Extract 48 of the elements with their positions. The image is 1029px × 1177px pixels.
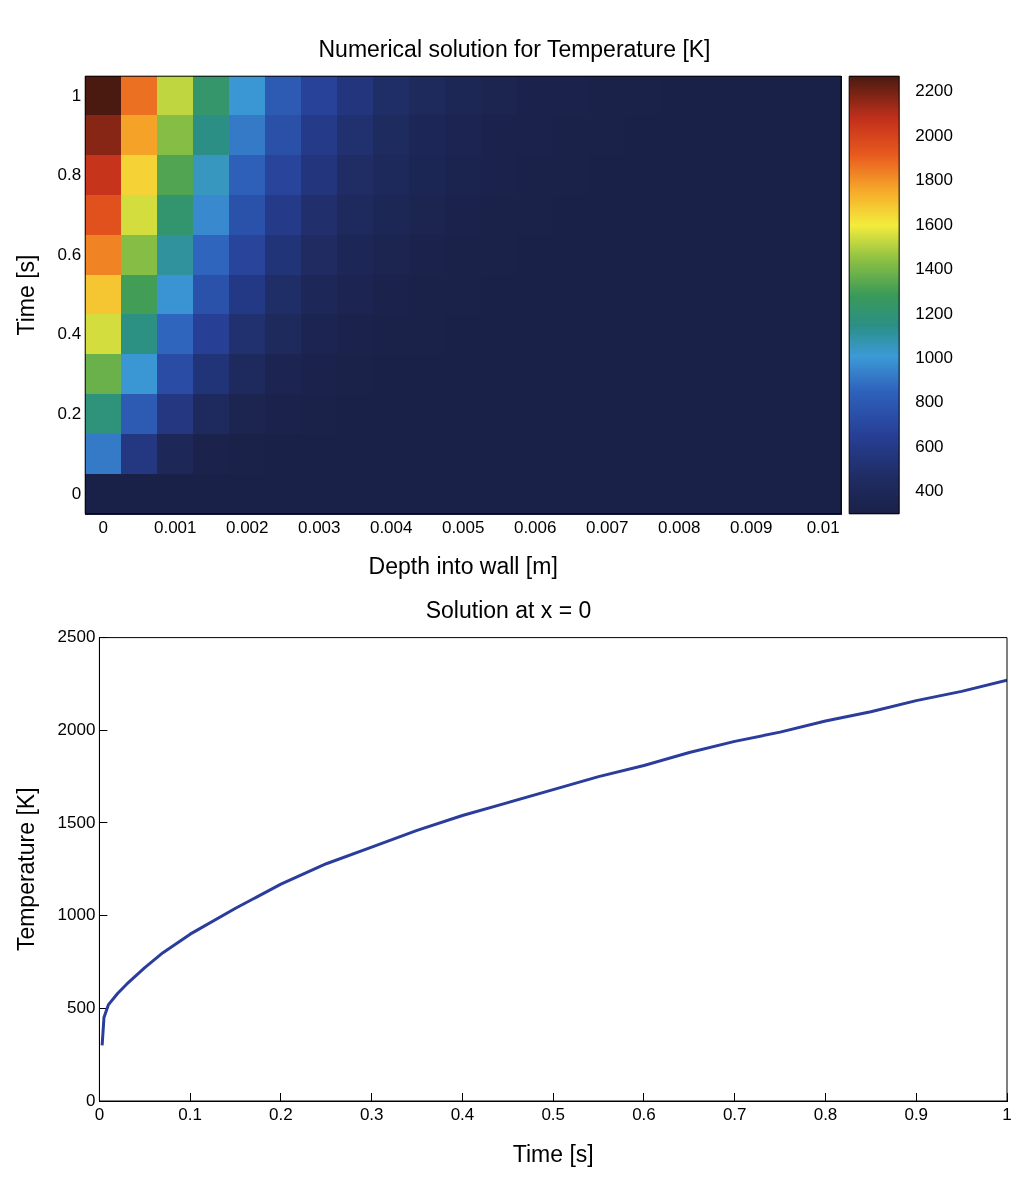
x-tick-label: 0.009 — [729, 517, 773, 537]
x-tick-label: 0.003 — [297, 517, 341, 537]
x-axis-title: Depth into wall [m] — [368, 553, 558, 580]
x-tick-label: 0.006 — [513, 517, 557, 537]
color-bar-label: 1800 — [915, 170, 954, 190]
x-tick-label: 0.007 — [585, 517, 629, 537]
x-tick-label: 0.008 — [657, 517, 701, 537]
y-tick-label: 2000 — [57, 719, 96, 739]
y-tick-label: 0 — [85, 1090, 96, 1110]
x-tick-label: 0.001 — [153, 517, 197, 537]
y-axis-title: Time [s] — [13, 254, 40, 336]
color-bar-label: 800 — [915, 392, 944, 412]
x-tick-label: 0.8 — [813, 1104, 838, 1124]
color-bar-label: 600 — [915, 436, 944, 456]
color-bar-label: 2000 — [915, 125, 954, 145]
y-tick-label: 500 — [67, 998, 96, 1018]
x-axis-title: Time [s] — [512, 1140, 594, 1167]
color-bar-label: 1400 — [915, 259, 954, 279]
x-tick-label: 0.005 — [441, 517, 485, 537]
y-tick-label: 2500 — [57, 627, 96, 647]
x-tick-label: 0.6 — [632, 1104, 656, 1124]
color-bar-label: 1000 — [915, 348, 954, 367]
y-tick-label: 0.4 — [57, 324, 82, 344]
x-tick-label: 0.002 — [225, 517, 269, 537]
color-bar-label: 1200 — [915, 303, 954, 323]
y-axis-title: Temperature [K] — [13, 787, 40, 952]
x-tick-label: 0.4 — [450, 1104, 475, 1124]
x-tick-label: 1 — [1002, 1104, 1012, 1124]
x-tick-label: 0.2 — [269, 1104, 293, 1124]
color-bar-label: 2200 — [915, 81, 954, 101]
x-tick-label: 0.5 — [541, 1104, 566, 1124]
x-tick-label: 0.004 — [369, 517, 413, 537]
y-tick-label: 0 — [71, 483, 82, 503]
y-tick-label: 0.8 — [57, 165, 82, 185]
y-tick-label: 1 — [71, 85, 82, 105]
y-tick-label: 1500 — [57, 812, 96, 832]
x-tick-label: 0.9 — [904, 1104, 929, 1124]
y-tick-label: 0.6 — [57, 244, 82, 264]
chart-title: Numerical solution for Temperature [K] — [318, 35, 711, 62]
x-tick-label: 0.1 — [178, 1104, 202, 1124]
chart-title: Solution at x = 0 — [425, 597, 592, 624]
x-tick-label: 0.7 — [722, 1104, 747, 1124]
color-bar-label: 400 — [915, 481, 944, 501]
x-tick-label: 0.01 — [806, 517, 840, 537]
y-tick-label: 0.2 — [57, 404, 82, 424]
color-bar-label: 1600 — [915, 214, 954, 234]
x-tick-label: 0.3 — [359, 1104, 384, 1124]
y-tick-label: 1000 — [57, 905, 96, 925]
